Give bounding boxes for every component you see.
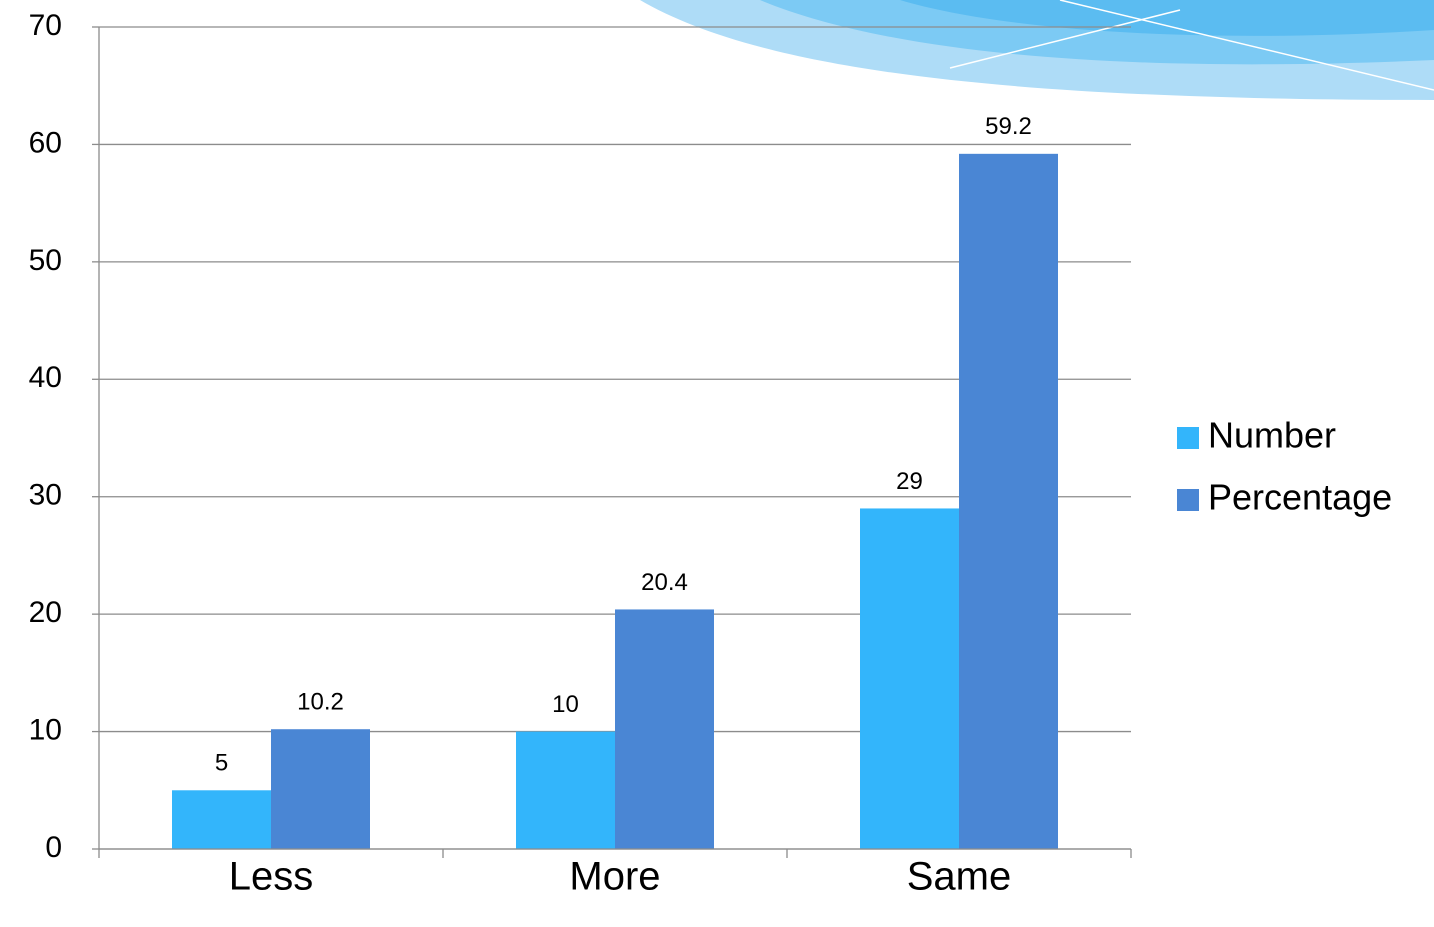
legend-label: Number [1208,415,1336,456]
y-tick-label: 20 [29,596,62,629]
legend-label: Percentage [1208,477,1392,518]
data-label: 10.2 [297,689,344,716]
decoration [640,0,1434,100]
x-tick-label: Same [907,855,1012,899]
data-label: 10 [552,691,579,718]
y-tick-label: 0 [45,831,62,864]
y-tick-label: 70 [29,9,62,42]
y-tick-label: 50 [29,244,62,277]
swoosh-line [1059,0,1434,91]
data-label: 5 [215,750,228,777]
y-tick-label: 30 [29,479,62,512]
bar [959,153,1058,849]
legend-swatch [1177,427,1199,449]
swoosh [900,0,1434,36]
legend-swatch [1177,489,1199,511]
x-tick-label: More [569,855,660,899]
data-label: 29 [896,468,923,495]
data-label: 20.4 [641,569,688,596]
x-tick-label: Less [229,855,314,899]
bar [615,609,714,849]
bar [516,731,615,849]
y-tick-label: 60 [29,126,62,159]
bar [172,790,271,849]
data-label: 59.2 [985,113,1032,140]
bar [271,729,370,849]
y-tick-label: 40 [29,361,62,394]
bar [860,508,959,849]
y-tick-label: 10 [29,713,62,746]
